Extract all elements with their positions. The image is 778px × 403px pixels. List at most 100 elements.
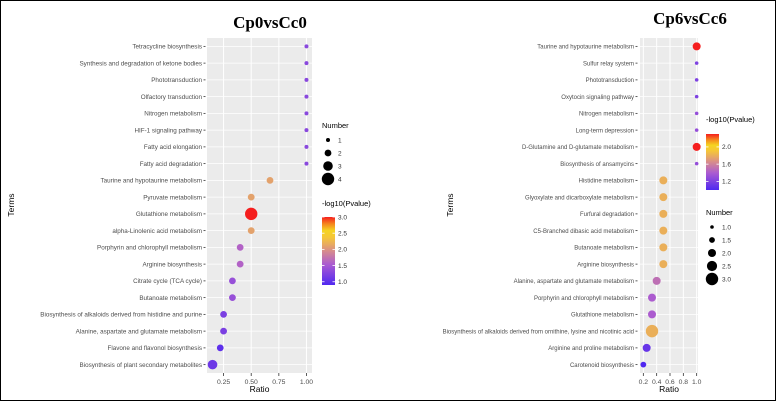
legend-colorbar-label: 2.0 — [338, 247, 347, 254]
data-point — [207, 359, 218, 370]
data-point — [659, 260, 668, 269]
data-point — [645, 324, 659, 338]
data-point — [692, 142, 701, 151]
data-point — [304, 77, 309, 82]
legend-size-label: 2.5 — [722, 263, 731, 270]
legend-number-title: Number — [706, 208, 733, 217]
legend-size-dot — [323, 161, 333, 171]
x-tick-label: 0.2 — [639, 379, 649, 386]
y-axis-title: Terms — [445, 193, 455, 216]
term-label: Arginine and proline metabolism — [548, 346, 634, 352]
legend-colorbar — [706, 134, 719, 190]
legend-size-label: 3 — [338, 163, 342, 170]
term-label: Phototransduction — [586, 78, 634, 84]
data-point — [236, 243, 244, 251]
legend-colorbar-label: 1.2 — [722, 179, 731, 186]
data-point — [216, 344, 224, 352]
term-label: Histidine metabolism — [579, 179, 634, 185]
term-label: Butanoate metabolism — [139, 295, 202, 302]
term-label: Phototransduction — [151, 77, 202, 84]
x-tick-label: 1.00 — [300, 379, 313, 386]
data-point — [304, 111, 309, 116]
term-label: Porphyrin and chlorophyll metabolism — [97, 245, 202, 252]
term-label: Furfural degradation — [580, 212, 634, 218]
term-label: Glutathione metabolism — [136, 211, 202, 218]
data-point — [694, 61, 699, 65]
term-label: Biosynthesis of plant secondary metaboli… — [79, 362, 202, 369]
data-point — [304, 161, 309, 166]
data-point — [247, 227, 255, 235]
data-point — [245, 207, 258, 221]
term-label: Glyoxylate and dicarboxylate metabolism — [525, 195, 634, 201]
x-tick-label: 0.25 — [217, 379, 230, 386]
data-point — [648, 293, 656, 302]
term-label: Butanoate metabolism — [574, 246, 634, 252]
term-label: Arginine biosynthesis — [577, 262, 634, 268]
term-label: Nitrogen metabolism — [144, 111, 202, 118]
data-point — [229, 277, 236, 285]
term-label: Alanine, aspartate and glutamate metabol… — [76, 328, 202, 335]
legend-size-label: 3.0 — [722, 276, 731, 283]
legend-size-label: 2.0 — [722, 250, 731, 257]
term-label: Glutathione metabolism — [571, 313, 634, 319]
term-label: Porphyrin and chlorophyll metabolism — [534, 296, 634, 302]
term-label: Arginine biosynthesis — [142, 261, 202, 268]
legend-colorbar-label: 3.0 — [338, 214, 347, 221]
chart-0: Cp0vsCc0 Tetracycline biosynthesis Synthes… — [6, 13, 371, 394]
x-axis-title: Ratio — [659, 384, 679, 394]
term-label: Synthesis and degradation of ketone bodi… — [79, 60, 202, 67]
x-tick-label: 0.4 — [652, 379, 662, 386]
legend-size-dot — [326, 138, 330, 142]
term-label: Alanine, aspartate and glutamate metabol… — [514, 279, 634, 285]
term-label: Olfactory transduction — [141, 94, 203, 101]
data-point — [220, 310, 227, 318]
term-label: Fatty acid degradation — [140, 161, 203, 168]
x-tick-label: 0.75 — [272, 379, 285, 386]
chart-title: Cp6vsCc6 — [653, 9, 727, 28]
data-point — [304, 94, 309, 99]
legend-color-title: -log10(Pvalue) — [706, 115, 755, 124]
data-point — [694, 128, 699, 132]
term-label: alpha-Linolenic acid metabolism — [112, 228, 202, 235]
data-point — [304, 144, 309, 149]
data-point — [304, 61, 309, 66]
chart-title: Cp0vsCc0 — [233, 13, 307, 32]
term-label: D-Glutamine and D-glutamate metabolism — [522, 145, 634, 151]
x-tick-label: 0.6 — [665, 379, 675, 386]
data-point — [640, 361, 647, 368]
legend-size-dot — [709, 237, 715, 243]
data-point — [304, 128, 309, 133]
data-point — [659, 209, 668, 218]
legend-size-label: 2 — [338, 150, 342, 157]
term-label: Biosynthesis of alkaloids derived from o… — [443, 329, 634, 335]
data-point — [236, 260, 244, 268]
data-point — [659, 193, 668, 202]
term-label: Citrate cycle (TCA cycle) — [133, 278, 202, 285]
legend-colorbar-label: 2.0 — [722, 144, 731, 151]
legend-color-title: -log10(Pvalue) — [322, 199, 371, 208]
data-point — [648, 310, 656, 319]
data-point — [642, 343, 651, 352]
plot-panel — [207, 38, 312, 373]
legend-colorbar-label: 1.6 — [722, 161, 731, 168]
term-label: Sulfur relay system — [583, 61, 634, 67]
legend-size-dot — [321, 172, 335, 186]
data-point — [694, 78, 699, 82]
legend-size-dot — [706, 260, 718, 272]
term-label: Carotenoid biosynthesis — [570, 363, 634, 369]
data-point — [694, 94, 699, 99]
x-tick-label: 1.0 — [692, 379, 702, 386]
data-point — [247, 193, 255, 201]
data-point — [304, 44, 309, 49]
legend-size-label: 1.0 — [722, 224, 731, 231]
plot-panel — [640, 38, 698, 373]
legend-size-label: 4 — [338, 176, 342, 183]
data-point — [652, 276, 661, 285]
term-label: Biosynthesis of alkaloids derived from h… — [40, 312, 202, 319]
legend-size-dot — [705, 272, 719, 286]
x-tick-label: 0.8 — [679, 379, 689, 386]
data-point — [692, 42, 701, 51]
chart-1: Cp6vsCc6 Taurine and hypotaurine metaboli… — [443, 9, 756, 394]
term-label: Nitrogen metabolism — [579, 112, 634, 118]
